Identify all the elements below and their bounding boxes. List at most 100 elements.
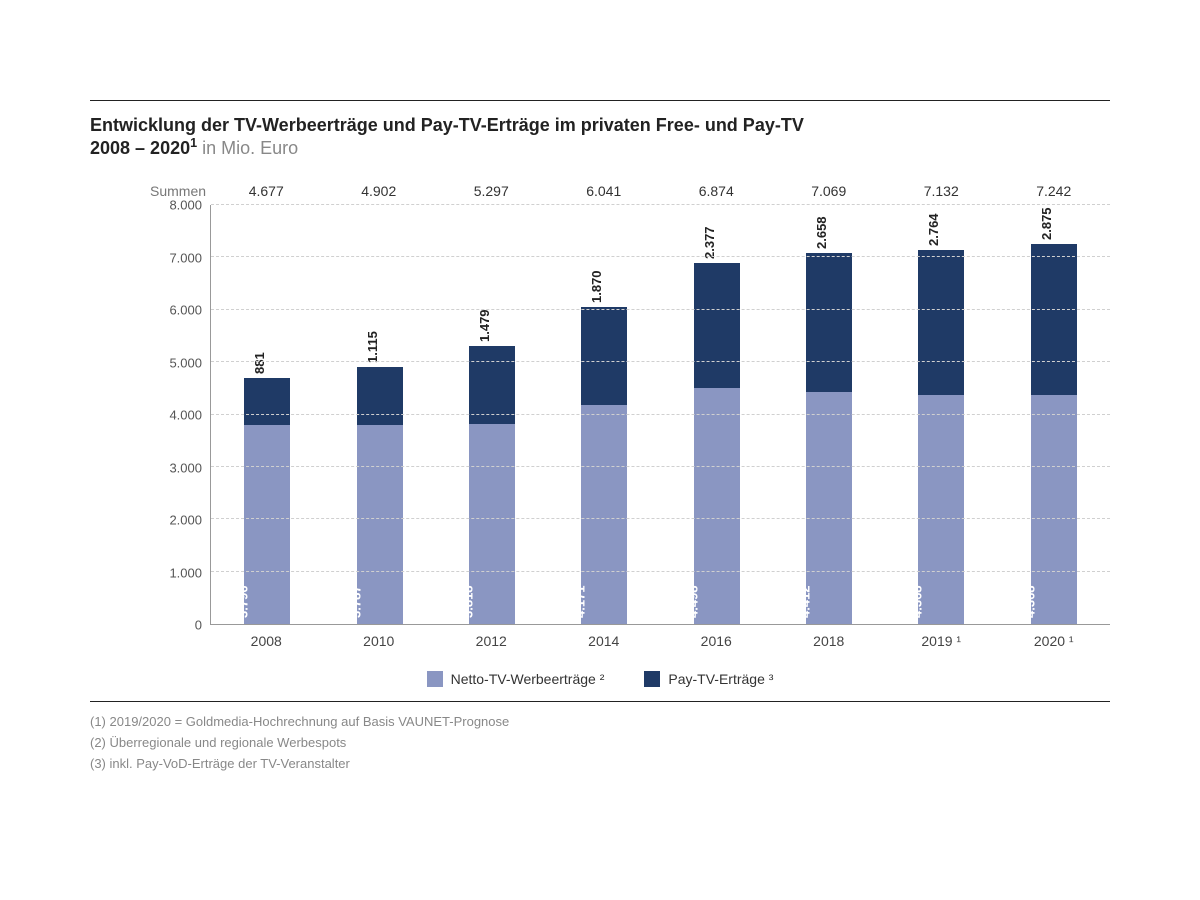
bar-value-paytv: 881	[252, 353, 267, 375]
bar-value-netto: 3.818	[461, 585, 476, 618]
title-unit: in Mio. Euro	[202, 138, 298, 158]
y-tick-label: 4.000	[169, 408, 202, 423]
bar-segment-paytv: 2.377	[694, 263, 740, 388]
bar-value-netto: 4.498	[685, 585, 700, 618]
sums-values: 4.6774.9025.2976.0416.8747.0697.1327.242	[210, 183, 1110, 199]
sum-value: 7.132	[885, 183, 998, 199]
bar-value-netto: 4.412	[798, 585, 813, 618]
x-axis: 2008201020122014201620182019 ¹2020 ¹	[90, 633, 1110, 649]
bar-segment-paytv: 881	[244, 378, 290, 424]
gridline	[211, 571, 1110, 572]
sum-value: 5.297	[435, 183, 548, 199]
bar-segment-paytv: 2.658	[806, 253, 852, 393]
legend-label: Pay-TV-Erträge ³	[668, 671, 773, 687]
bar-slot: 3.7871.115	[323, 205, 435, 624]
sums-row: Summen 4.6774.9025.2976.0416.8747.0697.1…	[90, 183, 1110, 199]
sum-value: 4.677	[210, 183, 323, 199]
gridline	[211, 414, 1110, 415]
bar-value-paytv: 2.764	[926, 213, 941, 246]
sum-value: 4.902	[323, 183, 436, 199]
footnote: (2) Überregionale und regionale Werbespo…	[90, 733, 1110, 754]
title-superscript: 1	[190, 136, 197, 150]
sum-value: 6.041	[548, 183, 661, 199]
footnote: (3) inkl. Pay-VoD-Erträge der TV-Veranst…	[90, 754, 1110, 775]
bar-stack: 4.3682.764	[918, 250, 964, 624]
sum-value: 7.242	[998, 183, 1111, 199]
footnote: (1) 2019/2020 = Goldmedia-Hochrechnung a…	[90, 712, 1110, 733]
x-tick-label: 2010	[323, 633, 436, 649]
x-tick-label: 2012	[435, 633, 548, 649]
chart-title-line2: 2008 – 20201 in Mio. Euro	[90, 136, 1110, 159]
bar-slot: 3.796881	[211, 205, 323, 624]
bar-value-netto: 3.787	[348, 585, 363, 618]
plot-area: 01.0002.0003.0004.0005.0006.0007.0008.00…	[90, 205, 1110, 625]
bar-value-netto: 3.796	[236, 585, 251, 618]
bar-stack: 3.8181.479	[469, 346, 515, 624]
bar-slot: 4.368 2.875	[998, 205, 1110, 624]
bar-slot: 4.1711.870	[548, 205, 660, 624]
legend-item: Pay-TV-Erträge ³	[644, 671, 773, 687]
bar-segment-netto: 3.787	[357, 425, 403, 624]
bar-value-paytv: 2.658	[814, 216, 829, 249]
x-tick-label: 2019 ¹	[885, 633, 998, 649]
footnotes: (1) 2019/2020 = Goldmedia-Hochrechnung a…	[90, 712, 1110, 774]
gridline	[211, 466, 1110, 467]
y-tick-label: 2.000	[169, 513, 202, 528]
x-tick-label: 2008	[210, 633, 323, 649]
legend-item: Netto-TV-Werbeerträge ²	[427, 671, 605, 687]
y-tick-label: 1.000	[169, 565, 202, 580]
bars-container: 3.7968813.7871.1153.8181.4794.1711.8704.…	[211, 205, 1110, 624]
bar-segment-paytv: 2.764	[918, 250, 964, 395]
bar-segment-paytv: 1.870	[581, 307, 627, 405]
bar-value-paytv: 1.479	[477, 309, 492, 342]
gridline	[211, 204, 1110, 205]
legend-swatch	[644, 671, 660, 687]
x-tick-label: 2018	[773, 633, 886, 649]
gridline	[211, 361, 1110, 362]
sum-value: 7.069	[773, 183, 886, 199]
bar-stack: 4.3682.875	[1031, 244, 1077, 624]
gridline	[211, 518, 1110, 519]
y-axis: 01.0002.0003.0004.0005.0006.0007.0008.00…	[90, 205, 210, 625]
bar-value-netto: 4.171	[573, 585, 588, 618]
y-tick-label: 5.000	[169, 355, 202, 370]
bar-value-netto: 4.368	[1023, 585, 1038, 618]
bar-segment-paytv: 1.479	[469, 346, 515, 424]
gridline	[211, 256, 1110, 257]
bar-slot: 3.8181.479	[436, 205, 548, 624]
chart-container: Summen 4.6774.9025.2976.0416.8747.0697.1…	[90, 183, 1110, 774]
top-rule	[90, 100, 1110, 101]
bar-slot: 4.368 2.764	[885, 205, 997, 624]
x-tick-label: 2016	[660, 633, 773, 649]
bar-segment-netto: 4.171	[581, 405, 627, 624]
x-tick-label: 2020 ¹	[998, 633, 1111, 649]
y-tick-label: 6.000	[169, 303, 202, 318]
y-tick-label: 3.000	[169, 460, 202, 475]
bar-segment-paytv: 1.115	[357, 367, 403, 426]
bar-segment-netto: 4.498	[694, 388, 740, 624]
bar-segment-netto: 3.796	[244, 425, 290, 624]
bar-stack: 3.7871.115	[357, 367, 403, 624]
y-tick-label: 0	[195, 618, 202, 633]
bar-value-paytv: 1.870	[589, 270, 604, 303]
y-tick-label: 7.000	[169, 250, 202, 265]
legend: Netto-TV-Werbeerträge ² Pay-TV-Erträge ³	[90, 671, 1110, 702]
bar-slot: 4.4982.377	[661, 205, 773, 624]
y-tick-label: 8.000	[169, 198, 202, 213]
chart-title-line1: Entwicklung der TV-Werbeerträge und Pay-…	[90, 115, 1110, 136]
bar-stack: 3.796881	[244, 378, 290, 624]
legend-swatch	[427, 671, 443, 687]
gridline	[211, 309, 1110, 310]
x-tick-label: 2014	[548, 633, 661, 649]
bar-slot: 4.4122.658	[773, 205, 885, 624]
legend-label: Netto-TV-Werbeerträge ²	[451, 671, 605, 687]
bar-value-paytv: 2.377	[702, 227, 717, 260]
bar-segment-netto: 3.818	[469, 424, 515, 624]
sum-value: 6.874	[660, 183, 773, 199]
title-years: 2008 – 2020	[90, 138, 190, 158]
bar-value-netto: 4.368	[910, 585, 925, 618]
grid-area: 3.7968813.7871.1153.8181.4794.1711.8704.…	[210, 205, 1110, 625]
bar-segment-netto: 4.412	[806, 392, 852, 624]
bar-value-paytv: 2.875	[1039, 207, 1054, 240]
bar-segment-netto: 4.368	[1031, 395, 1077, 624]
